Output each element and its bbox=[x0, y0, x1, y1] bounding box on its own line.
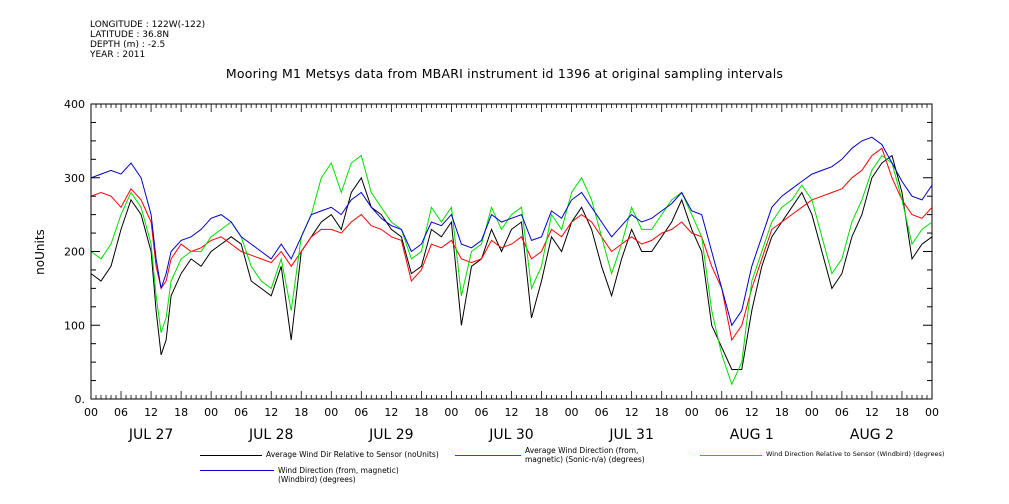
x-tick-label: 00 bbox=[805, 406, 819, 419]
legend-item-windbird: Wind Direction (from, magnetic) (Windbir… bbox=[200, 466, 460, 486]
x-tick-label: 06 bbox=[114, 406, 128, 419]
x-tick-label: 18 bbox=[655, 406, 669, 419]
day-label: AUG 2 bbox=[850, 427, 894, 443]
legend-swatch-sonic bbox=[455, 455, 521, 456]
y-tick-label: 300 bbox=[64, 172, 85, 185]
legend-item-rel-sonic: Average Wind Dir Relative to Sensor (noU… bbox=[200, 450, 460, 462]
series-line-0 bbox=[90, 154, 933, 370]
x-tick-label: 00 bbox=[324, 406, 338, 419]
x-tick-label: 00 bbox=[565, 406, 579, 419]
x-tick-label: 18 bbox=[775, 406, 789, 419]
legend-swatch-rel-windbird bbox=[700, 455, 762, 456]
x-tick-label: 06 bbox=[474, 406, 488, 419]
legend-label-sonic: Average Wind Direction (from, magnetic) … bbox=[525, 446, 645, 464]
day-label: JUL 30 bbox=[488, 427, 533, 443]
day-label: JUL 31 bbox=[608, 427, 653, 443]
axis-layer: 0. 100 200 300 400 00 06 12 18 00 06 12 18 00 06 12 18 00… bbox=[64, 98, 939, 443]
x-tick-label: 18 bbox=[414, 406, 428, 419]
x-tick-label: 00 bbox=[84, 406, 98, 419]
x-tick-label: 00 bbox=[444, 406, 458, 419]
x-tick-label: 12 bbox=[384, 406, 398, 419]
y-tick-label: 200 bbox=[64, 246, 85, 259]
plot-frame bbox=[90, 103, 933, 400]
depth-label: DEPTH (m) : -2.5 bbox=[90, 40, 166, 50]
legend-label-windbird: Wind Direction (from, magnetic) (Windbir… bbox=[278, 466, 399, 484]
metadata-block: LONGITUDE : 122W(-122) LATITUDE : 36.8N … bbox=[90, 20, 205, 60]
x-tick-label: 06 bbox=[835, 406, 849, 419]
x-tick-label: 06 bbox=[234, 406, 248, 419]
x-tick-label: 18 bbox=[294, 406, 308, 419]
x-tick-label: 12 bbox=[625, 406, 639, 419]
x-tick-label: 18 bbox=[895, 406, 909, 419]
legend-label-rel-windbird: Wind Direction Relative to Sensor (Windb… bbox=[766, 450, 945, 458]
y-tick-label: 0. bbox=[75, 393, 86, 406]
x-tick-label: 12 bbox=[264, 406, 278, 419]
day-label: JUL 28 bbox=[248, 427, 293, 443]
x-tick-label: 00 bbox=[685, 406, 699, 419]
x-tick-label: 12 bbox=[505, 406, 519, 419]
longitude-label: LONGITUDE : 122W(-122) bbox=[90, 20, 206, 30]
y-tick-label: 400 bbox=[64, 98, 85, 111]
x-tick-label: 00 bbox=[204, 406, 218, 419]
x-tick-label: 06 bbox=[715, 406, 729, 419]
day-label: JUL 27 bbox=[128, 427, 173, 443]
x-tick-label: 18 bbox=[535, 406, 549, 419]
day-label: JUL 29 bbox=[368, 427, 413, 443]
series-line-1 bbox=[90, 147, 933, 342]
x-tick-label: 06 bbox=[595, 406, 609, 419]
x-tick-label: 18 bbox=[174, 406, 188, 419]
x-tick-label: 06 bbox=[354, 406, 368, 419]
series-layer bbox=[90, 136, 933, 386]
series-line-2 bbox=[90, 154, 933, 386]
y-axis-label: noUnits bbox=[33, 229, 47, 275]
plot-border bbox=[90, 103, 933, 400]
day-label: AUG 1 bbox=[730, 427, 774, 443]
legend-swatch-windbird bbox=[200, 470, 274, 471]
latitude-label: LATITUDE : 36.8N bbox=[90, 30, 170, 40]
year-label: YEAR : 2011 bbox=[90, 50, 146, 60]
legend-swatch-rel-sonic bbox=[200, 455, 262, 456]
y-tick-label: 100 bbox=[64, 319, 85, 332]
x-tick-label: 00 bbox=[925, 406, 939, 419]
legend-label-rel-sonic: Average Wind Dir Relative to Sensor (noU… bbox=[266, 450, 439, 459]
x-tick-label: 12 bbox=[865, 406, 879, 419]
legend-item-rel-windbird: Wind Direction Relative to Sensor (Windb… bbox=[700, 450, 1000, 462]
x-tick-label: 12 bbox=[144, 406, 158, 419]
x-tick-label: 12 bbox=[745, 406, 759, 419]
chart-title: Mooring M1 Metsys data from MBARI instru… bbox=[225, 66, 784, 81]
legend-item-sonic: Average Wind Direction (from, magnetic) … bbox=[455, 446, 675, 466]
series-line-3 bbox=[90, 136, 933, 327]
